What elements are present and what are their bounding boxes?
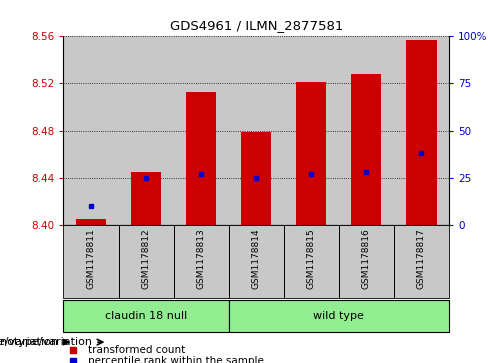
Bar	[119, 225, 174, 298]
Bar	[63, 225, 119, 298]
Text: GSM1178814: GSM1178814	[252, 229, 261, 289]
Bar	[284, 36, 339, 225]
Text: transformed count: transformed count	[88, 345, 185, 355]
Text: genotype/variation: genotype/variation	[0, 337, 59, 347]
Text: GSM1178813: GSM1178813	[197, 229, 205, 289]
Bar	[339, 225, 394, 298]
Bar	[119, 36, 174, 225]
Bar	[229, 225, 284, 298]
Bar	[296, 82, 326, 225]
Text: genotype/variation: genotype/variation	[0, 337, 93, 347]
Text: GSM1178811: GSM1178811	[86, 229, 96, 289]
Bar	[229, 36, 284, 225]
Bar	[339, 36, 394, 225]
Bar	[186, 92, 216, 225]
Bar	[284, 225, 339, 298]
Bar	[131, 172, 161, 225]
Bar	[351, 74, 382, 225]
Bar	[63, 300, 229, 332]
Bar	[174, 225, 229, 298]
Text: GSM1178817: GSM1178817	[417, 229, 426, 289]
Text: claudin 18 null: claudin 18 null	[105, 311, 187, 321]
Bar	[76, 219, 106, 225]
Bar	[174, 36, 229, 225]
Bar	[407, 40, 437, 225]
Text: GSM1178816: GSM1178816	[362, 229, 371, 289]
Text: percentile rank within the sample: percentile rank within the sample	[88, 356, 264, 363]
Text: GSM1178815: GSM1178815	[307, 229, 316, 289]
Title: GDS4961 / ILMN_2877581: GDS4961 / ILMN_2877581	[169, 19, 343, 32]
Text: wild type: wild type	[313, 311, 364, 321]
Bar	[241, 132, 271, 225]
Bar	[394, 225, 449, 298]
Text: GSM1178812: GSM1178812	[142, 229, 151, 289]
Bar	[63, 36, 119, 225]
Bar	[394, 36, 449, 225]
Bar	[229, 300, 449, 332]
